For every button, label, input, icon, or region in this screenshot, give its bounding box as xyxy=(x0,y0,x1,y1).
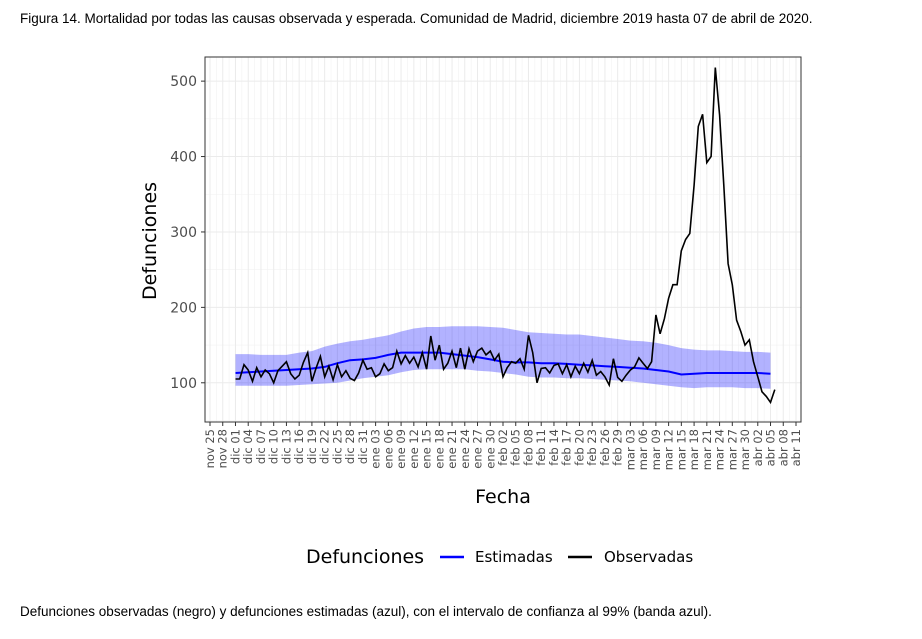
x-tick-label: dic 22 xyxy=(318,429,332,464)
x-tick-label: feb 11 xyxy=(534,429,548,466)
x-tick-label: abr 02 xyxy=(751,429,765,466)
y-tick-label: 200 xyxy=(170,300,197,316)
x-tick-label: mar 12 xyxy=(662,429,676,470)
x-tick-label: feb 26 xyxy=(598,429,612,466)
x-tick-label: ene 12 xyxy=(407,429,421,469)
x-tick-label: feb 02 xyxy=(496,429,510,466)
x-tick-label: mar 24 xyxy=(713,429,727,470)
grid-major xyxy=(205,57,801,422)
x-tick-label: ene 15 xyxy=(420,429,434,469)
x-tick-label: mar 21 xyxy=(700,429,714,470)
x-tick-label: dic 16 xyxy=(292,429,306,464)
x-tick-label: feb 23 xyxy=(585,429,599,466)
y-tick-label: 100 xyxy=(170,376,197,392)
y-axis-title: Defunciones xyxy=(139,182,161,300)
x-tick-label: mar 09 xyxy=(649,429,663,470)
x-tick-label: feb 14 xyxy=(547,429,561,466)
x-tick-label: ene 03 xyxy=(369,429,383,469)
confidence-band-99 xyxy=(235,326,771,389)
x-tick-label: ene 24 xyxy=(458,429,472,469)
x-tick-label: dic 28 xyxy=(343,429,357,464)
x-tick-label: abr 11 xyxy=(789,429,803,466)
x-tick-label: dic 31 xyxy=(356,429,370,464)
x-tick-label: mar 15 xyxy=(674,429,688,470)
x-tick-label: feb 17 xyxy=(560,429,574,466)
legend-title: Defunciones xyxy=(306,546,424,568)
legend: Defunciones Estimadas Observadas xyxy=(306,546,693,568)
x-tick-label: feb 29 xyxy=(611,429,625,466)
x-tick-label: ene 27 xyxy=(471,429,485,469)
y-axis-ticks: 100 200 300 400 500 xyxy=(170,74,205,392)
x-tick-label: nov 25 xyxy=(203,429,217,468)
x-tick-label: ene 09 xyxy=(394,429,408,469)
x-tick-label: dic 07 xyxy=(254,429,268,464)
x-tick-label: dic 10 xyxy=(267,429,281,464)
x-tick-label: ene 30 xyxy=(483,429,497,469)
x-tick-label: abr 05 xyxy=(764,429,778,466)
legend-label-observadas: Observadas xyxy=(604,548,693,566)
x-axis-title: Fecha xyxy=(475,486,531,508)
figure-caption-bottom: Defunciones observadas (negro) y defunci… xyxy=(20,604,712,619)
x-tick-label: mar 03 xyxy=(623,429,637,470)
x-tick-label: mar 30 xyxy=(738,429,752,470)
x-tick-label: dic 13 xyxy=(279,429,293,464)
y-tick-label: 400 xyxy=(170,150,197,166)
series-line-observadas xyxy=(235,67,776,405)
x-tick-label: feb 05 xyxy=(509,429,523,466)
x-tick-label: ene 06 xyxy=(381,429,395,469)
figure-caption-top: Figura 14. Mortalidad por todas las caus… xyxy=(20,11,813,26)
x-tick-label: dic 04 xyxy=(241,429,255,464)
x-tick-label: nov 28 xyxy=(216,429,230,468)
x-tick-label: dic 01 xyxy=(228,429,242,464)
x-tick-label: ene 21 xyxy=(445,429,459,469)
x-tick-label: abr 08 xyxy=(776,429,790,466)
x-tick-label: mar 06 xyxy=(636,429,650,470)
legend-label-estimadas: Estimadas xyxy=(475,548,553,566)
x-tick-label: feb 20 xyxy=(572,429,586,466)
series-line-estimadas xyxy=(235,351,771,376)
y-tick-label: 300 xyxy=(170,225,197,241)
x-tick-label: dic 25 xyxy=(330,429,344,464)
x-tick-label: dic 19 xyxy=(305,429,319,464)
x-tick-label: feb 08 xyxy=(521,429,535,466)
x-tick-label: mar 18 xyxy=(687,429,701,470)
y-tick-label: 500 xyxy=(170,74,197,90)
x-tick-label: ene 18 xyxy=(432,429,446,469)
x-tick-label: mar 27 xyxy=(725,429,739,470)
